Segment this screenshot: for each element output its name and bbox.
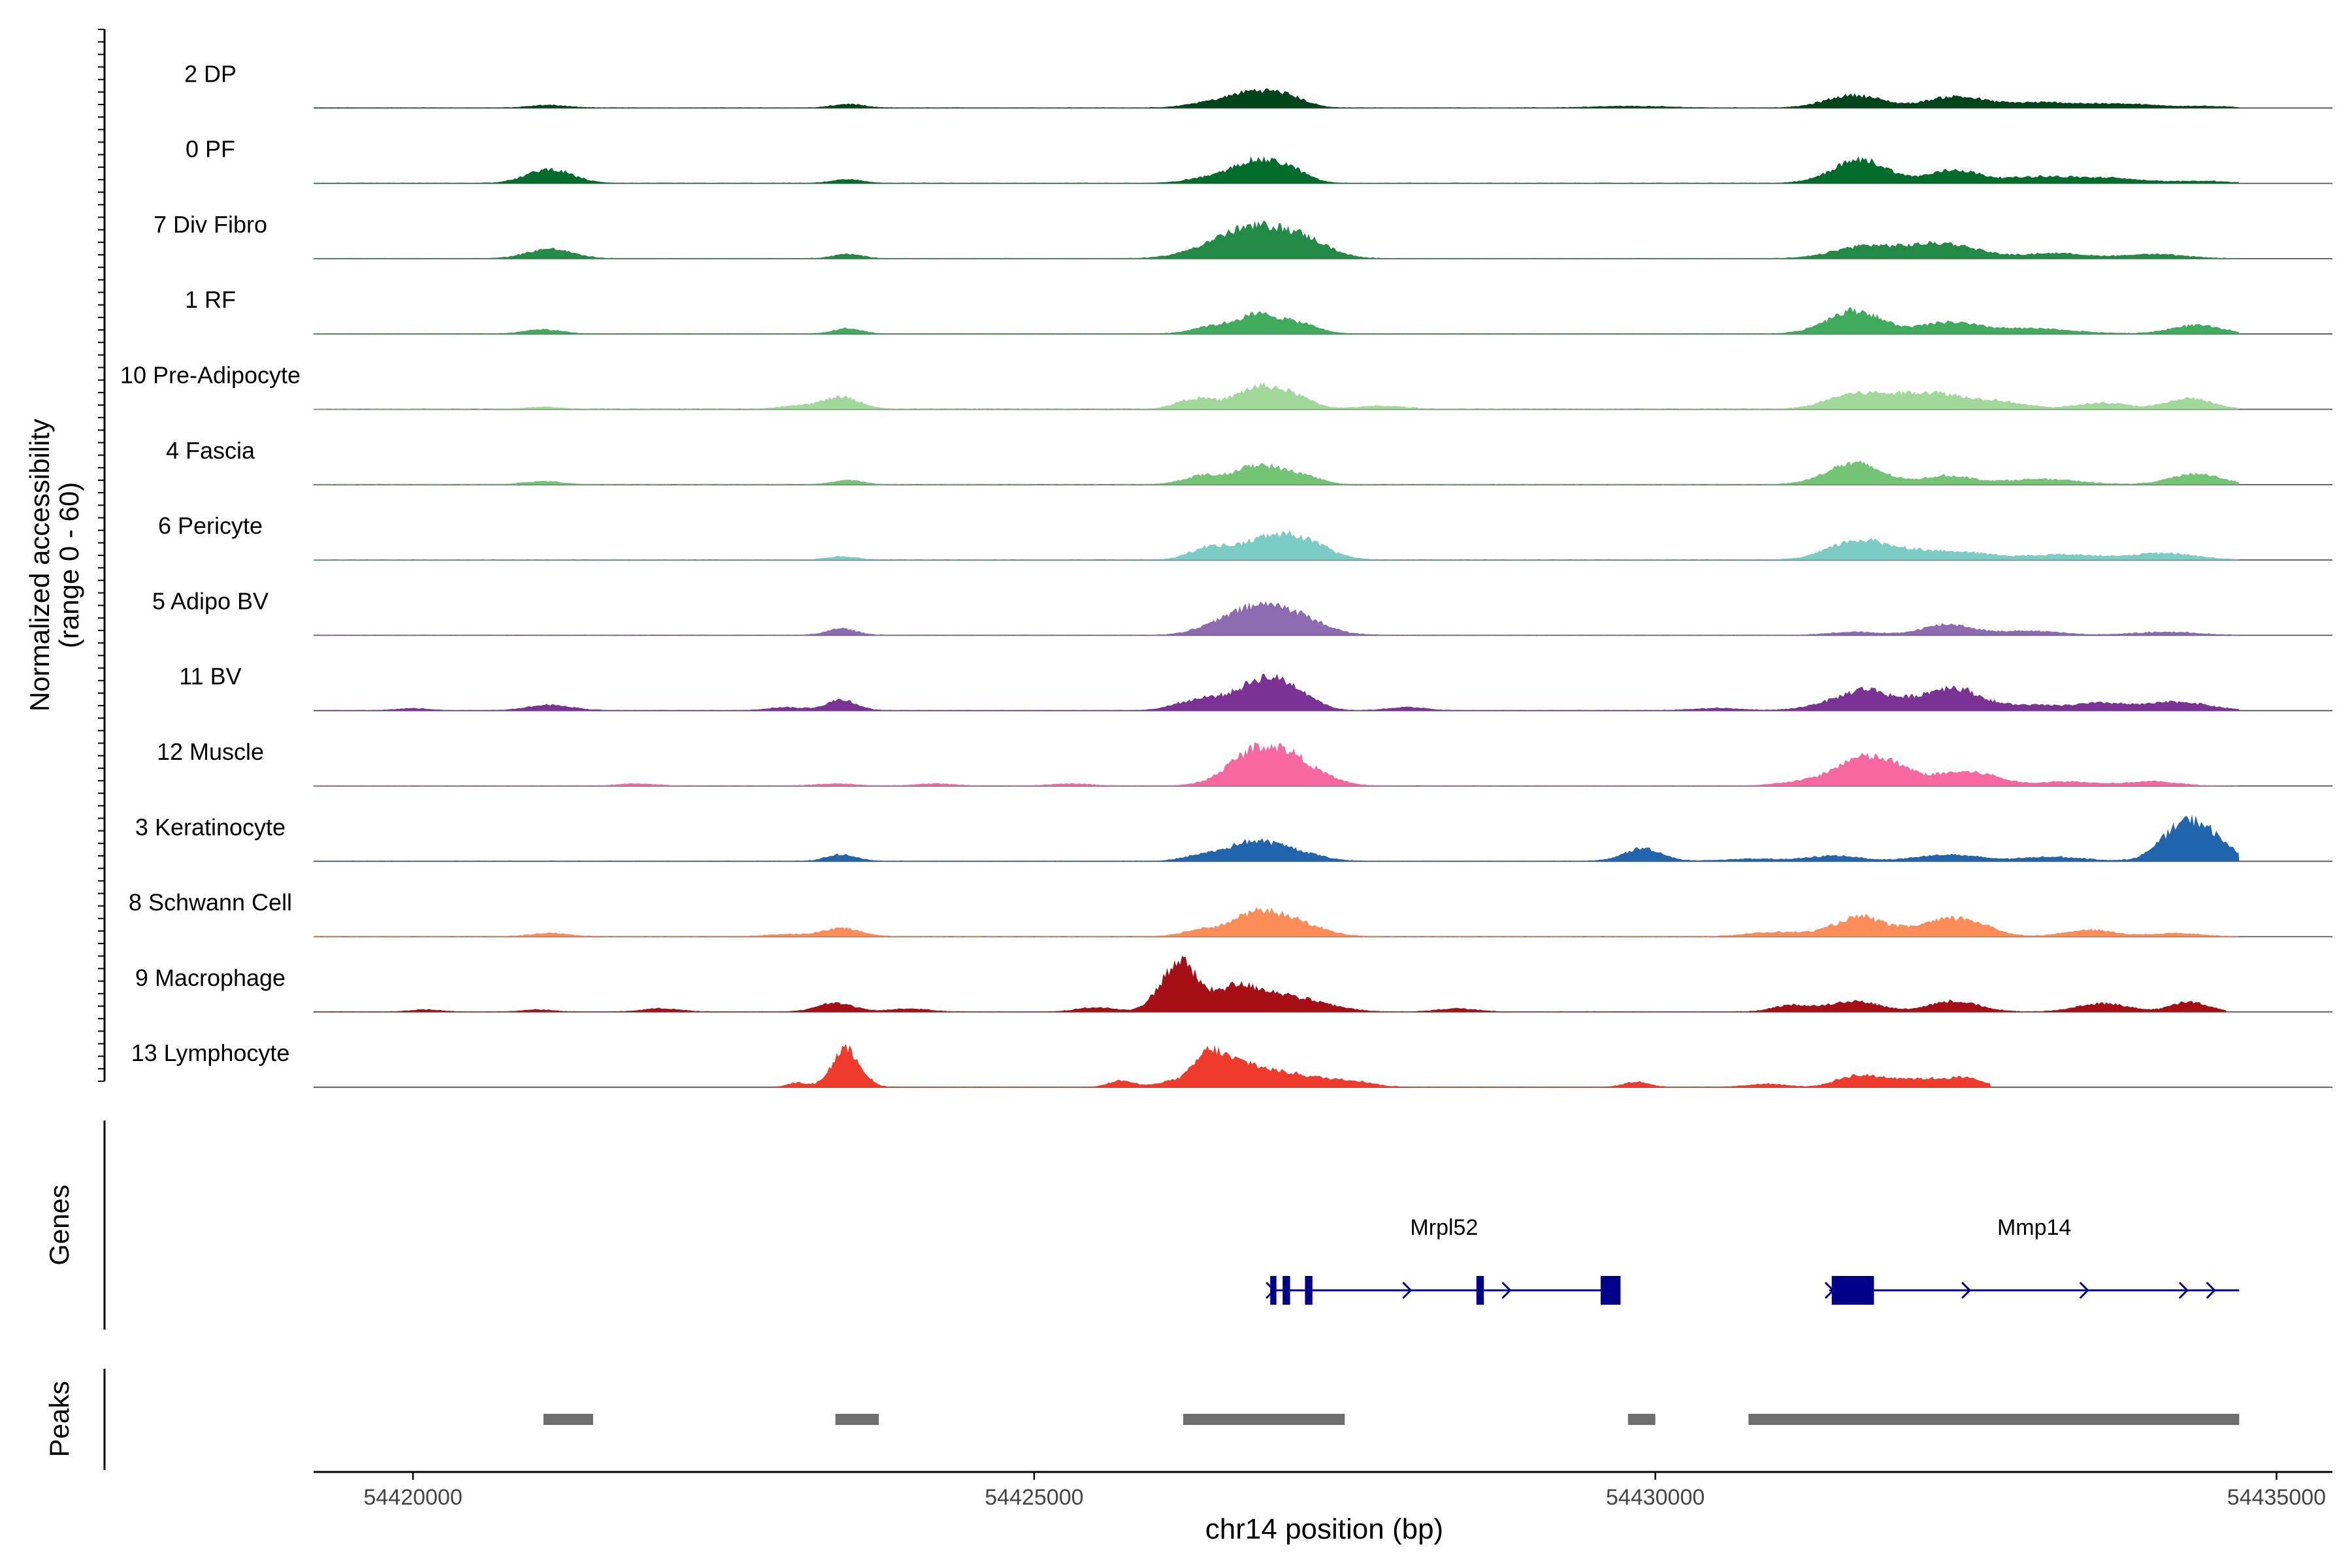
gene-name-mmp14: Mmp14 bbox=[1997, 1215, 2071, 1240]
x-tick-label: 54425000 bbox=[985, 1485, 1083, 1510]
track-label-12-muscle: 12 Muscle bbox=[157, 738, 264, 765]
gene-strand-arrow-mmp14 bbox=[2079, 1281, 2089, 1299]
gene-exon-mrpl52 bbox=[1600, 1276, 1621, 1305]
coverage-area-10-pre-adipocyte bbox=[314, 382, 2240, 410]
gene-strand-arrow-mmp14 bbox=[1961, 1281, 1972, 1299]
track-label-6-pericyte: 6 Pericyte bbox=[158, 512, 263, 539]
gene-exon-mmp14 bbox=[1831, 1276, 1874, 1305]
accessibility-y-axis bbox=[98, 29, 106, 1082]
coverage-area-2-dp bbox=[314, 88, 2240, 108]
track-label-7-div-fibro: 7 Div Fibro bbox=[154, 211, 267, 238]
track-label-8-schwann-cell: 8 Schwann Cell bbox=[129, 889, 292, 916]
coverage-area-3-keratinocyte bbox=[314, 814, 2240, 862]
coverage-area-4-fascia bbox=[314, 460, 2240, 485]
gene-exon-mrpl52 bbox=[1476, 1276, 1484, 1305]
track-label-0-pf: 0 PF bbox=[186, 136, 235, 163]
coverage-area-5-adipo-bv bbox=[314, 601, 2240, 636]
gene-strand-arrow-mrpl52 bbox=[1266, 1281, 1276, 1299]
peak-regions bbox=[543, 1414, 2240, 1425]
coverage-area-1-rf bbox=[314, 306, 2240, 335]
track-label-1-rf: 1 RF bbox=[185, 286, 236, 313]
gene-strand-arrow-mmp14 bbox=[2178, 1281, 2189, 1299]
track-label-10-pre-adipocyte: 10 Pre-Adipocyte bbox=[120, 362, 301, 389]
peak-region bbox=[543, 1414, 593, 1425]
x-axis-ticks: 54420000 54425000 54430000 54435000 bbox=[363, 1472, 2326, 1510]
track-label-5-adipo-bv: 5 Adipo BV bbox=[152, 587, 269, 614]
peaks-track-label: Peaks bbox=[44, 1381, 74, 1458]
y-axis-label-line2: (range 0 - 60) bbox=[54, 482, 84, 648]
coverage-area-12-muscle bbox=[314, 742, 2240, 786]
gene-name-mrpl52: Mrpl52 bbox=[1410, 1215, 1478, 1240]
coverage-area-7-div-fibro bbox=[314, 220, 2240, 259]
y-axis-label-line1: Normalized accessibility bbox=[24, 419, 55, 711]
coverage-area-8-schwann-cell bbox=[314, 907, 2240, 937]
track-label-4-fascia: 4 Fascia bbox=[166, 437, 255, 464]
gene-strand-arrow-mmp14 bbox=[2206, 1281, 2216, 1299]
x-tick-label: 54430000 bbox=[1606, 1485, 1705, 1510]
x-tick-label: 54420000 bbox=[363, 1485, 462, 1510]
gene-strand-arrow-mrpl52 bbox=[1402, 1281, 1413, 1299]
peak-region bbox=[1627, 1414, 1656, 1425]
track-label-9-macrophage: 9 Macrophage bbox=[135, 964, 286, 991]
coverage-area-6-pericyte bbox=[314, 530, 2240, 561]
coverage-area-0-pf bbox=[314, 156, 2240, 184]
gene-annotations: Mrpl52 Mmp14 bbox=[1266, 1215, 2240, 1305]
track-label-11-bv: 11 BV bbox=[179, 663, 241, 690]
track-label-2-dp: 2 DP bbox=[184, 60, 237, 87]
coverage-area-13-lymphocyte bbox=[773, 1043, 1991, 1088]
genes-track-label: Genes bbox=[44, 1184, 74, 1266]
coverage-area-11-bv bbox=[314, 673, 2240, 711]
peak-region bbox=[1183, 1414, 1345, 1425]
coverage-tracks: 2 DP 0 PF 7 Div Fibro 1 RF 10 Pre-Adipocyte 4… bbox=[120, 60, 2332, 1088]
track-label-13-lymphocyte: 13 Lymphocyte bbox=[131, 1039, 290, 1066]
coverage-area-9-macrophage bbox=[314, 955, 2227, 1012]
peak-region bbox=[835, 1414, 879, 1425]
peak-region bbox=[1748, 1414, 2240, 1425]
gene-strand-arrow-mrpl52 bbox=[1501, 1281, 1512, 1299]
x-tick-label: 54435000 bbox=[2227, 1485, 2326, 1510]
gene-exon-mrpl52 bbox=[1305, 1276, 1313, 1305]
gene-exon-mrpl52 bbox=[1282, 1276, 1290, 1305]
gene-strand-arrow-mmp14 bbox=[1824, 1281, 1835, 1299]
track-label-3-keratinocyte: 3 Keratinocyte bbox=[135, 813, 286, 840]
x-axis-label: chr14 position (bp) bbox=[1205, 1513, 1443, 1545]
